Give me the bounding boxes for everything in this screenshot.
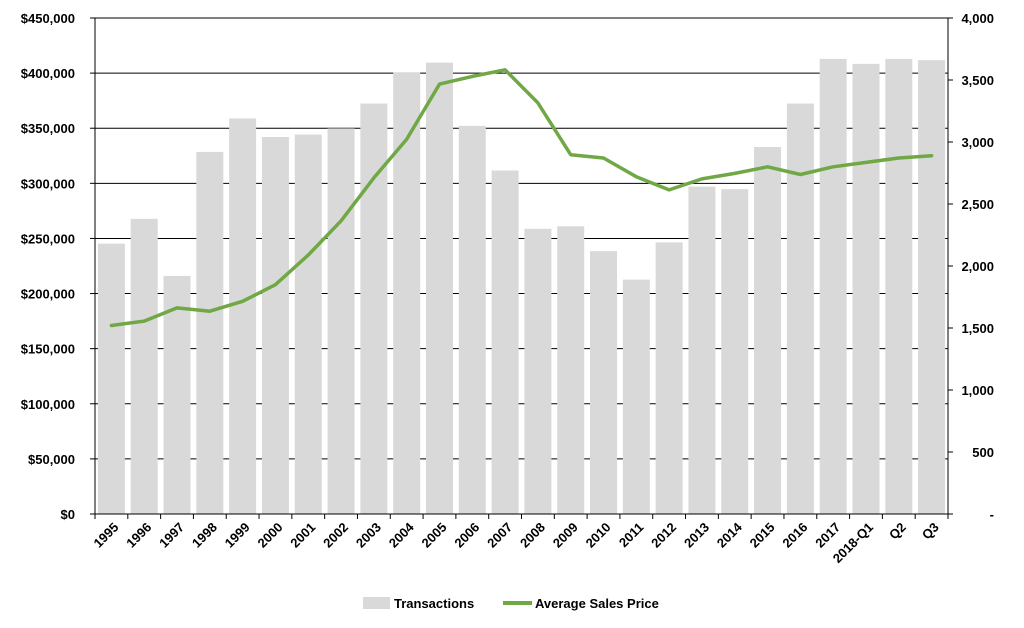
right-axis-tick-label: 1,500 xyxy=(961,321,994,336)
x-axis-tick-label: Q2 xyxy=(886,520,909,543)
left-axis-tick-label: $150,000 xyxy=(21,342,75,357)
bar-transactions-Q2 xyxy=(885,58,913,515)
x-axis-tick-label: 2016 xyxy=(779,520,810,551)
x-axis-tick-label: 2012 xyxy=(648,520,679,551)
left-axis-tick-label: $100,000 xyxy=(21,397,75,412)
bar-transactions-1999 xyxy=(229,118,257,514)
bar-transactions-1997 xyxy=(163,275,191,514)
x-axis-tick-label: 2009 xyxy=(550,520,581,551)
bar-transactions-2016 xyxy=(786,103,814,514)
right-axis-tick-label: 3,000 xyxy=(961,135,994,150)
bar-transactions-2008 xyxy=(524,228,552,515)
bar-transactions-2005 xyxy=(425,62,453,514)
bar-transactions-2011 xyxy=(622,279,650,514)
x-axis-tick-label: 2004 xyxy=(386,519,418,551)
left-axis-tick-label: $50,000 xyxy=(28,452,75,467)
right-axis-tick-label: 3,500 xyxy=(961,73,994,88)
bar-transactions-2001 xyxy=(294,134,322,514)
left-axis-tick-label: $200,000 xyxy=(21,287,75,302)
x-axis-tick-labels: 1995 1996 1997 1998 1999 2000 2001 2002 2003 2004… xyxy=(90,519,941,566)
legend: Transactions Average Sales Price xyxy=(363,596,659,611)
bar-transactions-2009 xyxy=(557,226,585,514)
bar-transactions-2015 xyxy=(754,146,782,514)
x-axis-tick-label: 2008 xyxy=(517,520,548,551)
x-axis-tick-label: 1998 xyxy=(189,520,220,551)
right-axis-tick-labels: - 500 1,000 1,500 2,000 2,500 3,000 3,500 4,000 xyxy=(961,11,994,522)
right-axis-tick-label: 2,500 xyxy=(961,197,994,212)
x-axis-tick-label: 2002 xyxy=(320,520,351,551)
right-axis-tick-label: - xyxy=(990,507,994,522)
bar-transactions-1996 xyxy=(130,218,158,514)
x-axis-tick-label: 2005 xyxy=(419,520,450,551)
right-axis-tick-label: 2,000 xyxy=(961,259,994,274)
x-axis-tick-label: 2006 xyxy=(451,520,482,551)
bar-transactions-2006 xyxy=(458,125,486,514)
average-sales-price-line-group xyxy=(109,68,934,328)
bar-transactions-2000 xyxy=(261,137,289,515)
axes xyxy=(90,17,953,519)
right-axis-tick-label: 500 xyxy=(972,445,994,460)
bar-transactions-Q3 xyxy=(918,60,946,514)
left-axis-tick-label: $0 xyxy=(61,507,75,522)
left-axis-tick-label: $300,000 xyxy=(21,176,75,191)
legend-label-average-sales-price: Average Sales Price xyxy=(535,596,659,611)
x-axis-tick-label: 2003 xyxy=(353,520,384,551)
x-axis-tick-label: 2000 xyxy=(255,520,286,551)
left-axis-tick-label: $450,000 xyxy=(21,11,75,26)
x-axis-tick-label: 1999 xyxy=(222,520,253,551)
x-axis-tick-label: 2013 xyxy=(681,520,712,551)
line-average-sales-price xyxy=(109,68,934,328)
bar-transactions-1998 xyxy=(196,151,224,515)
right-axis-tick-label: 4,000 xyxy=(961,11,994,26)
bar-transactions-2018-Q1 xyxy=(852,63,880,514)
bar-transactions-2007 xyxy=(491,170,519,514)
left-axis-tick-labels: $0 $50,000 $100,000 $150,000 $200,000 $250,00… xyxy=(21,11,75,522)
right-axis-tick-label: 1,000 xyxy=(961,383,994,398)
left-axis-tick-label: $400,000 xyxy=(21,66,75,81)
bar-transactions-2004 xyxy=(393,72,421,514)
x-axis-tick-label: 2001 xyxy=(287,520,318,551)
bar-transactions-2013 xyxy=(688,186,716,514)
x-axis-tick-label: 2007 xyxy=(484,520,515,551)
bar-transactions-2002 xyxy=(327,128,355,515)
left-axis-tick-label: $350,000 xyxy=(21,121,75,136)
left-axis-tick-label: $250,000 xyxy=(21,231,75,246)
x-axis-tick-label: 1995 xyxy=(90,520,121,551)
x-axis-tick-label: 1996 xyxy=(123,520,154,551)
bar-transactions-1995 xyxy=(97,243,125,514)
bar-transactions-2014 xyxy=(721,189,749,514)
legend-label-transactions: Transactions xyxy=(394,596,474,611)
bar-transactions-2010 xyxy=(590,251,618,514)
transactions-bars xyxy=(97,58,946,515)
x-axis-tick-label: Q3 xyxy=(919,520,942,543)
x-axis-tick-label: 2010 xyxy=(583,520,614,551)
bar-transactions-2012 xyxy=(655,242,683,514)
x-axis-tick-label: 2015 xyxy=(747,520,778,551)
bar-transactions-2017 xyxy=(819,58,847,515)
x-axis-tick-label: 2011 xyxy=(616,520,647,551)
x-axis-tick-label: 1997 xyxy=(156,520,187,551)
legend-swatch-transactions xyxy=(363,597,390,609)
x-axis-tick-label: 2014 xyxy=(714,519,746,551)
bar-transactions-2003 xyxy=(360,103,388,514)
